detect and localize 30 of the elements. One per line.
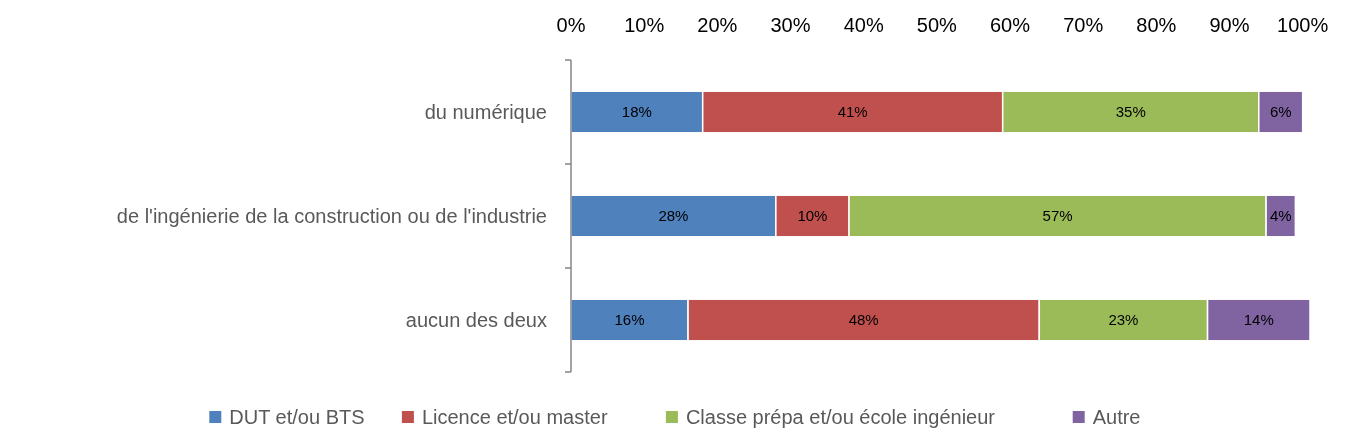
- x-tick-label: 40%: [843, 14, 884, 36]
- data-label: 16%: [614, 311, 645, 329]
- x-tick-label: 30%: [770, 14, 811, 36]
- data-label: 23%: [1108, 311, 1139, 329]
- data-label: 28%: [658, 207, 689, 225]
- data-label: 18%: [621, 103, 652, 121]
- data-label: 57%: [1042, 207, 1073, 225]
- legend-label: Autre: [1092, 406, 1141, 428]
- x-tick-label: 10%: [624, 14, 665, 36]
- data-label: 35%: [1115, 103, 1146, 121]
- x-tick-label: 70%: [1063, 14, 1104, 36]
- data-label: 6%: [1269, 103, 1292, 121]
- data-label: 14%: [1243, 311, 1274, 329]
- y-tick-label: de l'ingénierie de la construction ou de l'industrie: [116, 205, 547, 227]
- legend-label: Classe prépa et/ou école ingénieur: [685, 406, 996, 428]
- y-tick-label: aucun des deux: [405, 309, 547, 331]
- x-tick-label: 60%: [989, 14, 1031, 36]
- x-tick-label: 50%: [916, 14, 958, 36]
- legend-label: Licence et/ou master: [421, 406, 608, 428]
- x-tick-label: 20%: [697, 14, 738, 36]
- data-label: 41%: [837, 103, 868, 121]
- data-label: 4%: [1269, 207, 1292, 225]
- x-tick-label: 90%: [1209, 14, 1250, 36]
- x-tick-label: 100%: [1277, 14, 1329, 36]
- x-tick-label: 80%: [1136, 14, 1177, 36]
- x-tick-label: 0%: [556, 14, 586, 36]
- data-label: 10%: [797, 207, 828, 225]
- data-label: 48%: [848, 311, 879, 329]
- legend-label: DUT et/ou BTS: [229, 406, 365, 428]
- y-tick-label: du numérique: [424, 101, 547, 123]
